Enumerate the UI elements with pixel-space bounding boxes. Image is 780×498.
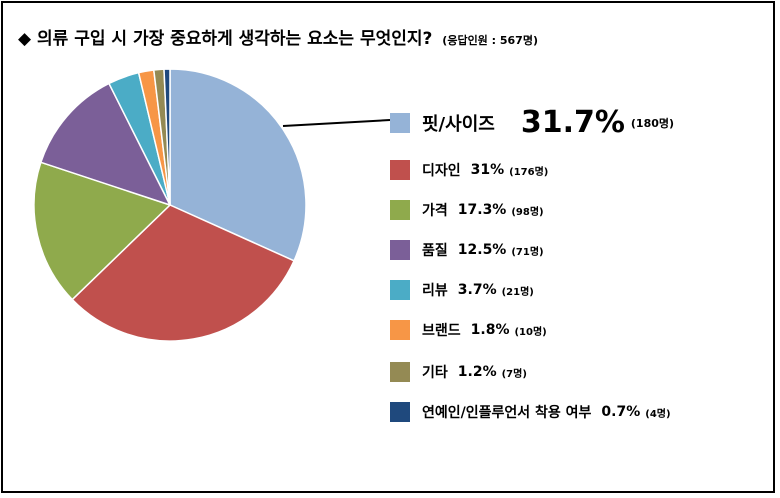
pie-slice-2 [33, 161, 172, 301]
legend-label: 가격 [422, 203, 448, 219]
legend-label: 기타 [422, 365, 448, 381]
legend-swatch [390, 112, 410, 133]
legend-swatch [390, 280, 410, 300]
legend-count: (10명) [514, 326, 547, 338]
legend-percent: 17.3% [457, 202, 507, 218]
legend-count: (176명) [509, 166, 549, 178]
legend-percent: 12.5% [457, 242, 507, 258]
legend-count: (4명) [645, 408, 671, 420]
legend-swatch [390, 362, 410, 382]
chart-title-text: ◆ 의류 구입 시 가장 중요하게 생각하는 요소는 무엇인지? [18, 29, 433, 49]
legend-percent: 3.7% [457, 282, 497, 298]
legend-item: 가격 17.3% (98명) [390, 200, 544, 220]
legend-item: 브랜드 1.8% (10명) [390, 320, 547, 340]
legend-count: (21명) [501, 286, 534, 298]
legend-percent: 0.7% [601, 404, 641, 420]
legend-count: (71명) [511, 246, 544, 258]
pie-slice-1 [71, 204, 296, 342]
pie-slice-0 [169, 68, 307, 262]
pie-slice-7 [163, 68, 171, 206]
legend-item: 핏/사이즈 31.7% (180명) [390, 105, 674, 140]
legend-count: (98명) [511, 206, 544, 218]
legend-percent: 31% [470, 162, 505, 178]
chart-title: ◆ 의류 구입 시 가장 중요하게 생각하는 요소는 무엇인지? (응답인원 :… [18, 24, 538, 49]
legend-swatch [390, 240, 410, 260]
legend-label: 리뷰 [422, 283, 448, 299]
chart-subtitle: (응답인원 : 567명) [442, 34, 538, 47]
legend-item: 품질 12.5% (71명) [390, 240, 544, 260]
legend-label: 품질 [422, 243, 448, 259]
legend-swatch [390, 200, 410, 220]
legend-count: (7명) [501, 368, 527, 380]
legend-item: 리뷰 3.7% (21명) [390, 280, 534, 300]
legend-label: 디자인 [422, 163, 461, 179]
legend-swatch [390, 402, 410, 422]
legend-swatch [390, 320, 410, 340]
legend-percent: 1.2% [457, 364, 497, 380]
legend-item: 연예인/인플루언서 착용 여부 0.7% (4명) [390, 402, 671, 422]
legend-label: 브랜드 [422, 323, 461, 339]
pie-slice-3 [39, 82, 172, 207]
legend-label: 핏/사이즈 [422, 113, 495, 135]
legend-item: 기타 1.2% (7명) [390, 362, 527, 382]
legend-percent: 1.8% [470, 322, 510, 338]
legend-percent: 31.7% [520, 105, 625, 140]
legend-item: 디자인 31% (176명) [390, 160, 548, 180]
leader-line [282, 119, 391, 127]
legend-count: (180명) [630, 116, 675, 130]
legend-swatch [390, 160, 410, 180]
legend-label: 연예인/인플루언서 착용 여부 [422, 405, 592, 421]
